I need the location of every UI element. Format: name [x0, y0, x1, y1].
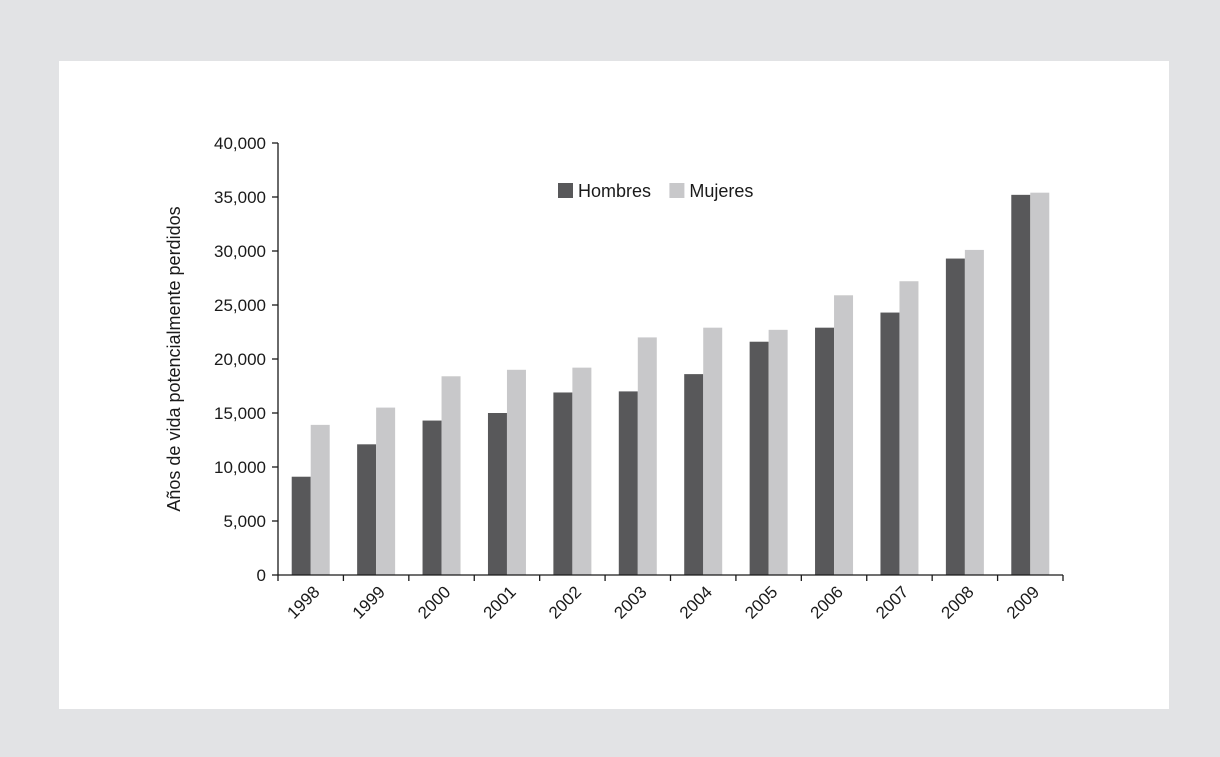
y-tick-label: 30,000 — [214, 242, 266, 261]
y-tick-label: 15,000 — [214, 404, 266, 423]
legend-swatch-hombres — [558, 183, 573, 198]
bar-mujeres-2003 — [637, 337, 657, 575]
x-tick-label-1999: 1999 — [349, 582, 389, 622]
bar-mujeres-2008 — [964, 249, 984, 576]
x-tick-label-2004: 2004 — [676, 582, 716, 622]
bar-hombres-2007 — [880, 312, 900, 575]
y-tick-label: 10,000 — [214, 458, 266, 477]
bar-mujeres-2002 — [572, 367, 592, 575]
bar-mujeres-1998 — [310, 424, 330, 575]
bar-hombres-2004 — [684, 374, 704, 575]
y-tick-label: 35,000 — [214, 188, 266, 207]
y-tick-label: 0 — [257, 566, 266, 585]
bar-mujeres-2004 — [703, 327, 723, 575]
legend-label-mujeres: Mujeres — [689, 181, 753, 201]
bar-hombres-2002 — [553, 392, 573, 575]
bar-mujeres-2007 — [899, 281, 919, 575]
bars-group — [291, 192, 1050, 576]
bar-mujeres-2005 — [768, 329, 788, 575]
y-tick-label: 20,000 — [214, 350, 266, 369]
x-tick-label-2002: 2002 — [545, 582, 585, 622]
x-tick-label-2000: 2000 — [414, 582, 454, 622]
x-tick-label-2005: 2005 — [741, 582, 781, 622]
bar-hombres-2009 — [1011, 194, 1031, 575]
bar-hombres-2003 — [618, 391, 638, 575]
x-tick-label-2008: 2008 — [938, 582, 978, 622]
y-axis-title: Años de vida potencialmente perdidos — [164, 206, 184, 511]
bar-hombres-2006 — [815, 327, 835, 575]
legend: Hombres Mujeres — [558, 181, 753, 201]
bar-hombres-1998 — [291, 476, 311, 575]
x-tick-label-2003: 2003 — [610, 582, 650, 622]
x-tick-label-2001: 2001 — [480, 582, 520, 622]
bar-mujeres-2006 — [834, 295, 854, 575]
bar-mujeres-2001 — [506, 369, 526, 575]
legend-swatch-mujeres — [669, 183, 685, 198]
y-tick-label: 5,000 — [223, 512, 266, 531]
bar-hombres-2000 — [422, 420, 442, 575]
x-tick-label-2006: 2006 — [807, 582, 847, 622]
chart-panel — [59, 61, 1169, 709]
bar-hombres-2008 — [945, 258, 965, 575]
y-tick-label: 40,000 — [214, 134, 266, 153]
bar-mujeres-2009 — [1030, 192, 1050, 575]
bar-hombres-1999 — [357, 444, 377, 575]
y-tick-label: 25,000 — [214, 296, 266, 315]
x-tick-label-2007: 2007 — [872, 582, 912, 622]
bar-mujeres-1999 — [376, 407, 396, 575]
bar-hombres-2005 — [749, 341, 769, 575]
bar-hombres-2001 — [487, 413, 507, 575]
x-tick-label-1998: 1998 — [283, 582, 323, 622]
bar-mujeres-2000 — [441, 376, 461, 575]
legend-label-hombres: Hombres — [578, 181, 651, 201]
x-tick-label-2009: 2009 — [1003, 582, 1043, 622]
